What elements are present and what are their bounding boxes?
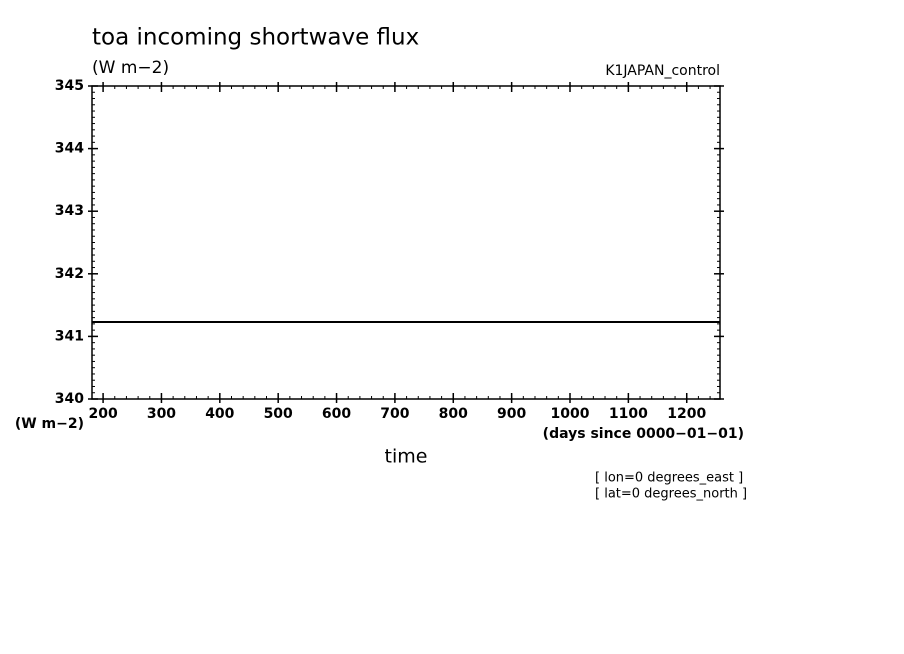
subtitle: (W m−2)	[92, 58, 169, 78]
y-unit-label: (W m−2)	[15, 416, 84, 432]
x-axis-label: time	[385, 446, 428, 468]
x-tick-label: 800	[439, 406, 468, 422]
x-tick-label: 1100	[609, 406, 648, 422]
x-tick-label: 900	[497, 406, 526, 422]
x-tick-label: 200	[88, 406, 117, 422]
y-tick-label: 345	[55, 78, 84, 94]
x-unit-label: (days since 0000−01−01)	[543, 426, 744, 442]
y-tick-label: 342	[55, 266, 84, 282]
x-tick-label: 1000	[551, 406, 590, 422]
experiment-label: K1JAPAN_control	[605, 63, 720, 79]
x-tick-label: 300	[147, 406, 176, 422]
annotation: [ lon=0 degrees_east ]	[595, 471, 743, 486]
y-tick-label: 344	[55, 141, 84, 157]
x-tick-label: 1200	[667, 406, 706, 422]
x-tick-label: 700	[380, 406, 409, 422]
x-tick-label: 500	[264, 406, 293, 422]
y-tick-label: 340	[55, 391, 84, 407]
x-tick-label: 400	[205, 406, 234, 422]
annotation: [ lat=0 degrees_north ]	[595, 487, 747, 502]
chart-title: toa incoming shortwave flux	[92, 25, 419, 51]
x-tick-label: 600	[322, 406, 351, 422]
y-tick-label: 343	[55, 203, 84, 219]
y-tick-label: 341	[55, 328, 84, 344]
